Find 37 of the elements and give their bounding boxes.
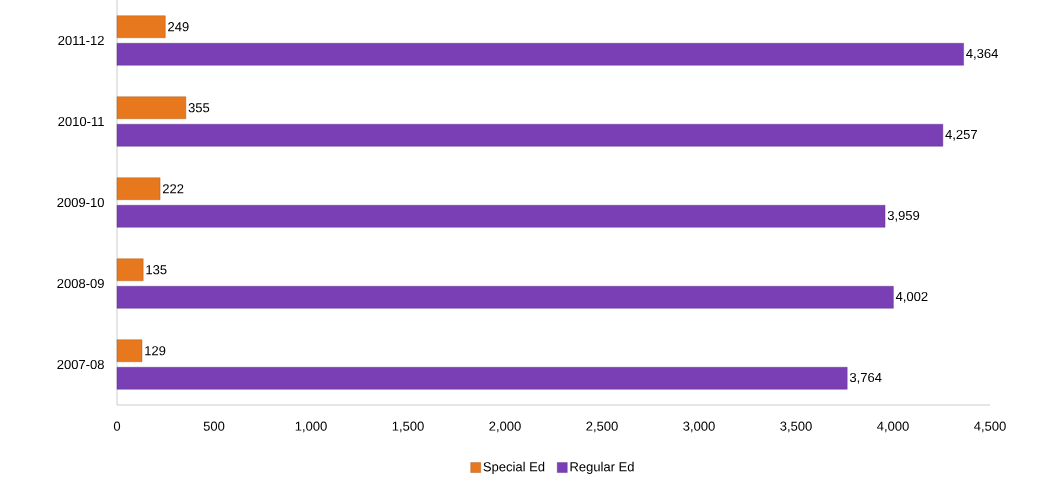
y-tick-label: 2010-11 (58, 116, 104, 127)
bar (116, 15, 166, 38)
data-label: 249 (168, 22, 189, 32)
x-tick-label: 2,500 (586, 421, 618, 433)
y-tick-label: 2011-12 (58, 35, 104, 46)
legend-label: Regular Ed (570, 461, 634, 474)
x-tick-label: 4,500 (974, 421, 1006, 433)
bar (116, 96, 187, 119)
bar (116, 124, 944, 147)
y-tick-label: 2009-10 (57, 197, 104, 208)
x-tick-label: 4,000 (877, 421, 909, 433)
x-tick-label: 500 (203, 421, 225, 431)
x-tick-label: 1,000 (295, 421, 327, 433)
bar (116, 205, 886, 228)
bar (116, 43, 964, 66)
bar (116, 258, 144, 281)
y-tick-label: 2008-09 (57, 278, 104, 289)
data-label: 135 (146, 265, 167, 275)
bar (116, 339, 143, 362)
x-tick-label: 3,000 (683, 421, 715, 433)
x-tick-label: 1,500 (392, 421, 424, 433)
data-label: 222 (162, 184, 184, 194)
data-label: 129 (145, 346, 166, 356)
bar (116, 286, 894, 309)
x-tick-label: 0 (113, 421, 121, 431)
data-label: 3,959 (887, 210, 920, 222)
x-tick-label: 2,000 (489, 421, 521, 433)
data-label: 355 (188, 103, 210, 113)
bar (116, 367, 848, 390)
bar (116, 177, 161, 200)
data-label: 4,257 (945, 129, 977, 141)
x-tick-label: 3,500 (780, 421, 812, 433)
y-tick-label: 2007-08 (57, 359, 104, 370)
data-label: 3,764 (849, 372, 882, 384)
data-label: 4,364 (966, 48, 998, 60)
data-label: 4,002 (895, 291, 928, 303)
legend-label: Special Ed (483, 461, 545, 474)
